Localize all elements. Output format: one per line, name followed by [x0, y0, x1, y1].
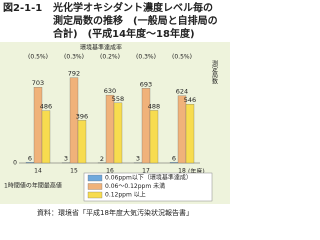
bar	[113, 102, 123, 164]
value-label: 3	[64, 155, 68, 163]
legend-swatch	[87, 183, 103, 190]
value-label: 3	[136, 155, 140, 163]
title-line: 測定局数の推移 (一般局と自排局の	[53, 14, 218, 27]
value-label: 6	[28, 154, 32, 162]
x-tick-label: 16	[106, 168, 114, 175]
rate-value: (0.3%)	[64, 54, 84, 61]
value-label: 488	[148, 102, 160, 110]
title-line: 光化学オキシダント濃度レベル毎の	[52, 1, 213, 14]
legend	[83, 172, 213, 202]
source: 資料：環境省「平成18年度大気汚染状況報告書」	[37, 208, 193, 217]
y-tick-label: 0	[13, 160, 17, 167]
value-label: 693	[140, 80, 152, 88]
bar	[169, 162, 179, 164]
value-label: 486	[40, 103, 52, 111]
legend-swatch	[87, 174, 103, 182]
x-tick-label: 17	[142, 168, 150, 175]
bar	[185, 104, 195, 164]
x-tick-label: 14	[34, 168, 42, 175]
bar	[77, 120, 87, 164]
x-tick-label: 18	[178, 168, 186, 175]
value-label: 2	[100, 155, 104, 163]
value-label: 630	[104, 87, 116, 95]
value-label: 558	[112, 95, 124, 103]
value-label: 6	[172, 154, 176, 162]
rate-value: (0.5%)	[172, 54, 192, 61]
bar	[105, 94, 115, 164]
legend-swatch	[87, 191, 103, 199]
value-label: 624	[176, 88, 188, 96]
x-unit: (年度)	[188, 168, 205, 176]
value-label: 703	[32, 79, 44, 87]
bar	[149, 110, 159, 164]
bar	[33, 87, 43, 164]
y-label: 測定局数	[211, 59, 218, 85]
bar	[41, 110, 51, 164]
rate-value: (0.3%)	[136, 54, 156, 61]
bar	[177, 95, 187, 164]
bar	[25, 162, 35, 164]
value-label: 792	[68, 70, 80, 78]
bottom-note: 1時間値の年間最高値	[4, 182, 62, 190]
legend-label: 0.06ppm以下（環境基準達成）	[105, 174, 192, 182]
title-line: 合計) (平成14年度～18年度)	[52, 27, 195, 40]
rate-value: (0.2%)	[100, 54, 120, 61]
bar	[141, 88, 151, 164]
value-label: 546	[184, 96, 196, 104]
rate-value: (0.5%)	[28, 54, 48, 61]
legend-label: 0.06～0.12ppm 未満	[105, 182, 165, 190]
figure-label: 図2-1-1	[3, 2, 42, 14]
rate-label: 環境基準達成率	[80, 44, 122, 52]
x-tick-label: 15	[70, 168, 78, 175]
legend-label: 0.12ppm 以上	[105, 191, 146, 199]
chart: 図2-1-1 光化学オキシダント濃度レベル毎の 測定局数の推移 (一般局と自排局…	[0, 1, 230, 217]
value-label: 396	[76, 112, 88, 120]
